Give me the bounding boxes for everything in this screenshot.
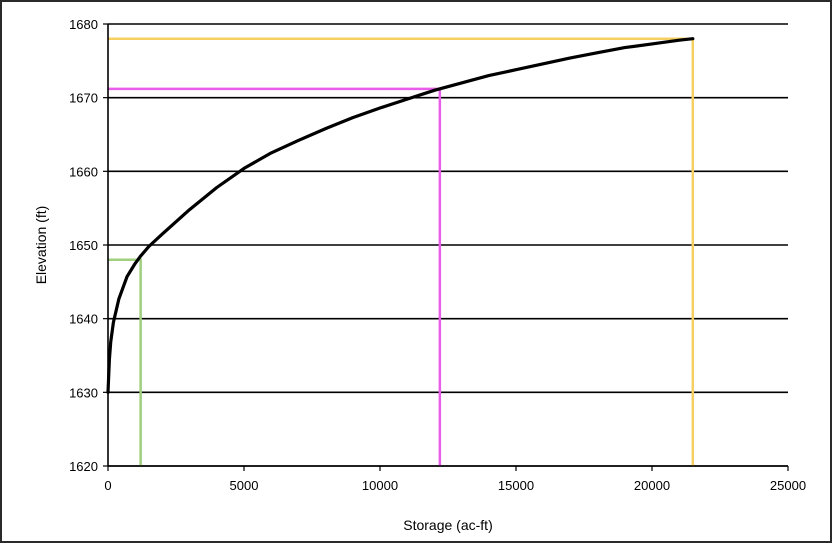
x-tick-label: 5000 xyxy=(230,478,259,493)
x-tick-label: 15000 xyxy=(498,478,534,493)
y-tick-label: 1650 xyxy=(69,238,98,253)
x-tick-label: 0 xyxy=(104,478,111,493)
y-tick-label: 1630 xyxy=(69,385,98,400)
series-layer xyxy=(106,37,695,394)
gridlines xyxy=(108,23,788,467)
x-tick-label: 20000 xyxy=(634,478,670,493)
y-axis-title: Elevation (ft) xyxy=(33,206,49,285)
y-tick-label: 1660 xyxy=(69,164,98,179)
y-tick-label: 1640 xyxy=(69,312,98,327)
x-tick-label: 25000 xyxy=(770,478,806,493)
x-axis-title: Storage (ac-ft) xyxy=(403,517,492,533)
reference-line xyxy=(108,87,442,466)
y-tick-label: 1620 xyxy=(69,459,98,474)
y-tick-label: 1670 xyxy=(69,91,98,106)
x-tick-label: 10000 xyxy=(362,478,398,493)
series-line xyxy=(106,37,695,394)
y-tick-label: 1680 xyxy=(69,17,98,32)
reference-line xyxy=(108,258,142,466)
axes: 1620 1630 1640 1650 1660 1670 1680 0 5000 10000 15… xyxy=(69,17,806,493)
